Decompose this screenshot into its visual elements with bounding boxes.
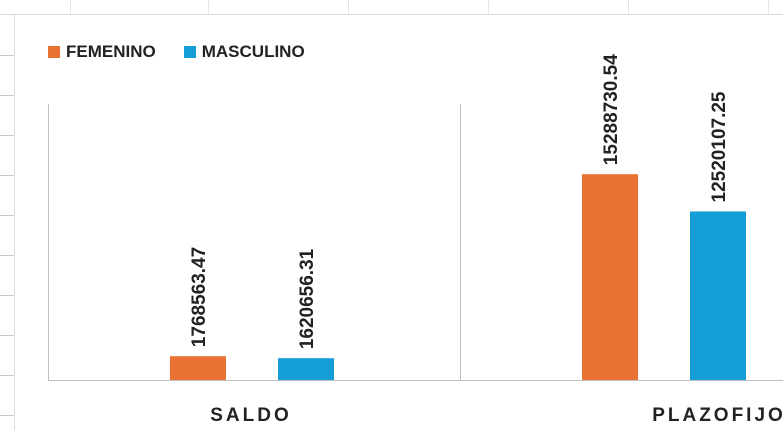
legend-label-femenino: FEMENINO — [66, 42, 156, 61]
data-label-femenino-plazofijo: 15288730.54 — [601, 54, 622, 165]
x-tick-label-plazofijo: PLAZOFIJO — [652, 405, 783, 426]
legend-label-masculino: MASCULINO — [201, 42, 305, 61]
legend-swatch-femenino — [48, 46, 60, 58]
legend-swatch-masculino — [183, 46, 196, 58]
bar-masculino-saldo — [278, 358, 334, 380]
bar-masculino-plazofijo — [690, 211, 746, 380]
data-label-femenino-saldo: 1768563.47 — [189, 247, 210, 347]
x-tick-label-saldo: SALDO — [210, 405, 292, 426]
bar-femenino-saldo — [170, 356, 226, 380]
chart-legend: FEMENINO MASCULINO — [48, 42, 333, 62]
legend-item-femenino: FEMENINO — [48, 42, 156, 62]
data-label-masculino-saldo: 1620656.31 — [297, 248, 318, 349]
bar-femenino-plazofijo — [582, 174, 638, 380]
data-label-masculino-plazofijo: 12520107.25 — [709, 91, 730, 202]
legend-item-masculino: MASCULINO — [183, 42, 305, 62]
